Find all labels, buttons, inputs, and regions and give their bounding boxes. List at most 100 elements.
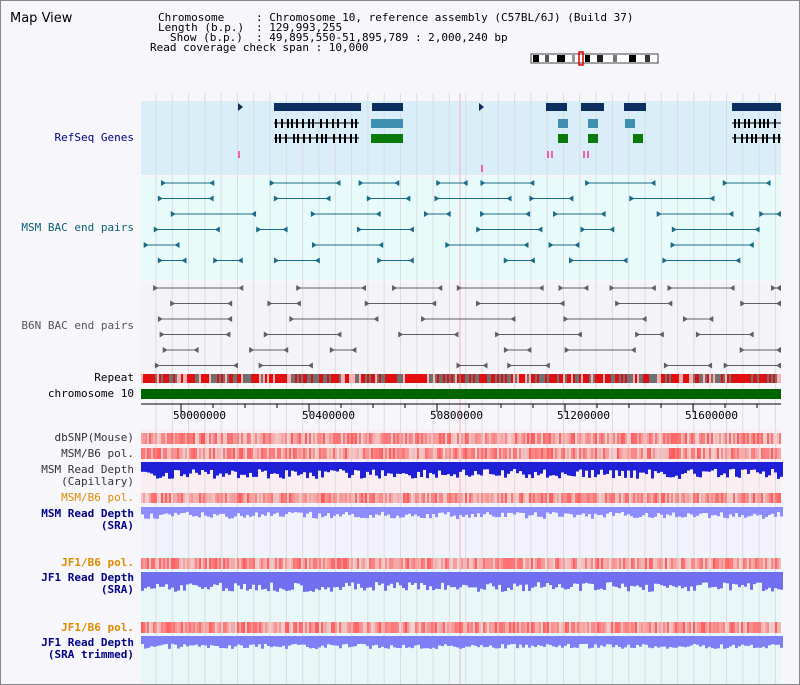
dbsnp-heat-cell: [397, 433, 399, 444]
repeat-cell: [751, 374, 753, 383]
jf1-pol-heat-cell: [555, 558, 557, 569]
dbsnp-heat-cell: [329, 433, 331, 444]
jf1-pol-heat-cell: [445, 622, 447, 633]
jf1-pol-heat-cell: [205, 558, 207, 569]
jf1-pol-heat-cell: [441, 622, 443, 633]
jf1-pol-heat-cell: [195, 622, 197, 633]
track-label-msm-bac[interactable]: MSM BAC end pairs: [21, 221, 134, 234]
msm-sra-depth-bar: [654, 507, 657, 517]
jf1-trim-depth-bar: [744, 636, 747, 646]
jf1-pol-heat-cell: [411, 558, 413, 569]
dbsnp-heat-cell: [313, 433, 315, 444]
msm-pol-heat-cell: [669, 448, 671, 459]
msm-pol-heat-cell: [705, 493, 707, 503]
track-label-b6n-bac[interactable]: B6N BAC end pairs: [21, 319, 134, 332]
dbsnp-heat-cell: [503, 433, 505, 444]
msm-pol-heat-cell: [515, 493, 517, 503]
msm-sra-depth-bar: [372, 507, 375, 518]
msm-pol-heat-cell: [233, 448, 235, 459]
gene-exon: [332, 119, 334, 128]
jf1-sra-depth-bar: [240, 572, 243, 590]
msm-cap-depth-bar: [708, 462, 711, 472]
msm-sra-depth-bar: [315, 507, 318, 519]
msm-cap-depth-bar: [357, 462, 360, 471]
msm-sra-depth-bar: [447, 507, 450, 513]
jf1-trim-depth-bar: [699, 636, 702, 647]
b6n-bac-pair-end: [351, 347, 357, 353]
msm-pol-heat-cell: [685, 493, 687, 503]
msm-cap-depth-bar: [189, 462, 192, 474]
msm-cap-depth-bar: [720, 462, 723, 476]
msm-pol-heat-cell: [149, 493, 151, 503]
jf1-sra-depth-bar: [612, 572, 615, 587]
msm-bac-pair-end: [600, 211, 606, 217]
jf1-pol-heat-cell: [397, 622, 399, 633]
jf1-sra-depth-bar: [402, 572, 405, 589]
jf1-sra-depth-bar: [621, 572, 624, 584]
track-label-msm-depth-sra-1[interactable]: MSM Read Depth: [41, 507, 134, 520]
repeat-cell: [481, 374, 483, 383]
msm-cap-depth-bar: [741, 462, 744, 470]
msm-sra-depth-bar: [195, 507, 198, 516]
b6n-bac-pair-end: [227, 300, 233, 307]
track-label-msm-b6-pol-1[interactable]: MSM/B6 pol.: [61, 447, 134, 460]
b6n-bac-pair-end: [373, 316, 379, 322]
jf1-pol-heat-cell: [153, 558, 155, 569]
msm-pol-heat-cell: [641, 448, 643, 459]
jf1-pol-heat-cell: [325, 622, 327, 633]
jf1-sra-depth-bar: [765, 572, 768, 590]
b6n-bac-pair-end: [510, 316, 516, 322]
jf1-pol-heat-cell: [739, 622, 741, 633]
msm-pol-heat-cell: [331, 448, 333, 459]
repeat-cell: [575, 374, 577, 383]
jf1-pol-heat-cell: [687, 558, 689, 569]
gene-exon: [320, 119, 322, 128]
dbsnp-heat-cell: [763, 433, 765, 444]
refseq-gene-block: [732, 103, 781, 111]
track-label-jf1-b6-pol-1[interactable]: JF1/B6 pol.: [61, 556, 134, 569]
jf1-pol-heat-cell: [649, 558, 651, 569]
dbsnp-heat-cell: [231, 433, 233, 444]
jf1-trim-depth-bar: [432, 636, 435, 648]
jf1-pol-heat-cell: [429, 622, 431, 633]
jf1-pol-heat-cell: [515, 622, 517, 633]
track-label-refseq[interactable]: RefSeq Genes: [54, 131, 134, 144]
jf1-pol-heat-cell: [217, 558, 219, 569]
jf1-trim-depth-bar: [738, 636, 741, 647]
jf1-pol-heat-cell: [283, 622, 285, 633]
gene-exon: [321, 134, 323, 143]
jf1-sra-depth-bar: [459, 572, 462, 588]
jf1-pol-heat-cell: [397, 558, 399, 569]
jf1-pol-heat-cell: [277, 622, 279, 633]
msm-pol-heat-cell: [729, 448, 731, 459]
msm-cap-depth-bar: [453, 462, 456, 475]
jf1-pol-heat-cell: [383, 622, 385, 633]
jf1-sra-depth-bar: [144, 572, 147, 589]
jf1-pol-heat-cell: [523, 558, 525, 569]
msm-pol-heat-cell: [191, 493, 193, 503]
repeat-cell: [347, 374, 349, 383]
track-label-chromosome[interactable]: chromosome 10: [47, 387, 134, 400]
track-label-dbsnp[interactable]: dbSNP(Mouse): [54, 431, 134, 444]
dbsnp-heat-cell: [459, 433, 461, 444]
track-label-msm-b6-pol-2[interactable]: MSM/B6 pol.: [61, 491, 134, 504]
track-label-jf1-b6-pol-2[interactable]: JF1/B6 pol.: [61, 621, 134, 634]
msm-sra-depth-bar: [378, 507, 381, 516]
track-label-msm-depth-cap-1[interactable]: MSM Read Depth: [41, 463, 134, 476]
jf1-trim-depth-bar: [549, 636, 552, 646]
msm-pol-heat-cell: [397, 448, 399, 459]
msm-pol-heat-cell: [621, 448, 623, 459]
track-label-repeat[interactable]: Repeat: [94, 371, 134, 384]
jf1-sra-depth-bar: [447, 572, 450, 586]
msm-cap-depth-bar: [192, 462, 195, 470]
track-label-jf1-depth-trim-1[interactable]: JF1 Read Depth: [41, 636, 134, 649]
msm-bac-pair-end: [170, 211, 176, 217]
b6n-bac-pair-end: [682, 316, 688, 322]
b6n-bac-pair-end: [361, 285, 367, 291]
jf1-sra-depth-bar: [504, 572, 507, 592]
dbsnp-heat-cell: [299, 433, 301, 444]
jf1-pol-heat-cell: [663, 622, 665, 633]
msm-cap-depth-bar: [450, 462, 453, 477]
track-label-jf1-depth-sra-1[interactable]: JF1 Read Depth: [41, 571, 134, 584]
